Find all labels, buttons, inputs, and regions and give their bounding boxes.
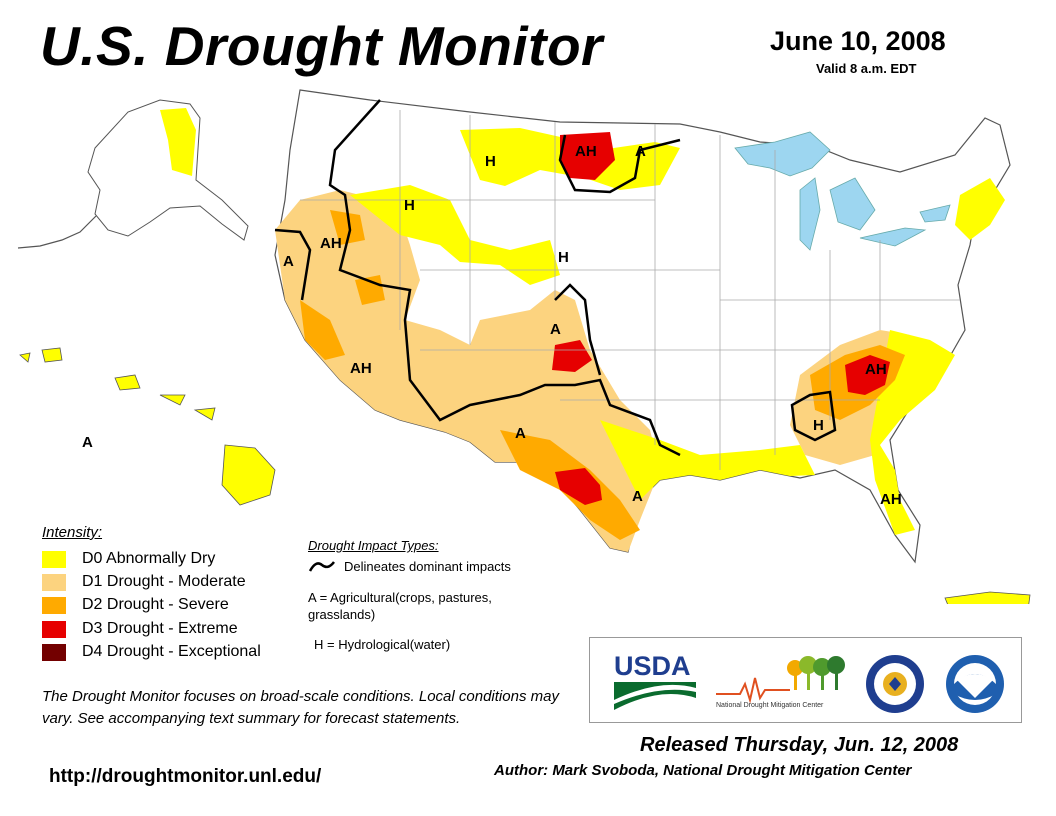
impact-boundaries xyxy=(274,99,837,457)
d0-swatch xyxy=(42,550,66,568)
d3-extreme-texas xyxy=(555,468,602,505)
impact-labels: H AH A H AH A H A AH A AH H A AH A xyxy=(82,143,902,508)
puerto-rico xyxy=(944,591,1031,604)
ndmc-logo: National Drought Mitigation Center xyxy=(716,656,845,709)
map-label: AH xyxy=(320,235,342,252)
author-credit: Author: Mark Svoboda, National Drought M… xyxy=(494,762,912,779)
map-label: A xyxy=(632,488,643,505)
alaska-landmass xyxy=(87,99,249,241)
svg-text:National Drought Mitigation Ce: National Drought Mitigation Center xyxy=(716,702,824,709)
hydrological-impact: H = Hydrological(water) xyxy=(314,637,451,652)
legend-label: D3 Drought - Extreme xyxy=(82,620,238,637)
impact-types-title: Drought Impact Types: xyxy=(308,538,439,553)
map-label: A xyxy=(515,425,526,442)
d3-extreme-kansas xyxy=(552,340,592,372)
drought-map: H AH A H AH A H A AH A AH H A AH A xyxy=(17,89,1031,604)
page-title: U.S. Drought Monitor xyxy=(40,15,603,77)
d2-severe-west xyxy=(300,210,640,540)
d4-swatch xyxy=(42,643,66,661)
boundary-line-icon xyxy=(308,561,335,572)
d1-swatch xyxy=(42,573,66,591)
agency-logos: USDA National Drought Mitigation Center xyxy=(589,637,1022,723)
commerce-seal-icon xyxy=(866,655,924,713)
hawaii-islands xyxy=(19,347,276,506)
d0-northeast xyxy=(955,178,1005,240)
website-link[interactable]: http://droughtmonitor.unl.edu/ xyxy=(49,766,322,787)
map-date: June 10, 2008 xyxy=(770,26,946,56)
agricultural-impact: A = Agricultural(crops, pastures, grassl… xyxy=(308,590,492,622)
map-label: AH xyxy=(350,360,372,377)
d0-intermountain xyxy=(350,185,560,285)
d0-gulf-coast xyxy=(600,420,815,500)
release-date: Released Thursday, Jun. 12, 2008 xyxy=(640,734,959,756)
legend-label: D1 Drought - Moderate xyxy=(82,573,246,590)
logo-strip: USDA National Drought Mitigation Center xyxy=(614,651,1004,713)
legend-item: D4 Drought - Exceptional xyxy=(42,642,261,662)
legend-label: D2 Drought - Severe xyxy=(82,596,229,613)
aleutian-islands xyxy=(17,215,97,249)
map-label: H xyxy=(813,417,824,434)
great-lakes xyxy=(734,131,951,251)
map-label: H xyxy=(485,153,496,170)
map-label: A xyxy=(82,434,93,451)
legend-title: Intensity: xyxy=(42,524,103,541)
usda-logo: USDA xyxy=(614,651,696,710)
alaska-d0-area xyxy=(160,108,196,176)
map-label: A xyxy=(283,253,294,270)
d3-extreme-montana xyxy=(560,132,615,180)
legend-item: D0 Abnormally Dry xyxy=(42,549,215,569)
legend-item: D1 Drought - Moderate xyxy=(42,572,246,592)
d3-swatch xyxy=(42,620,66,638)
d3-extreme-carolinas xyxy=(845,355,890,395)
impact-line-legend: Delineates dominant impacts xyxy=(308,558,511,574)
legend-item: D3 Drought - Extreme xyxy=(42,619,238,639)
legend-label: D4 Drought - Exceptional xyxy=(82,643,261,660)
svg-text:USDA: USDA xyxy=(614,651,691,681)
map-label: H xyxy=(558,249,569,266)
noaa-logo-icon xyxy=(946,655,1004,713)
legend-item: D2 Drought - Severe xyxy=(42,595,229,615)
map-label: AH xyxy=(865,361,887,378)
impact-line-label: Delineates dominant impacts xyxy=(344,558,511,574)
map-label: A xyxy=(550,321,561,338)
legend-label: D0 Abnormally Dry xyxy=(82,550,216,567)
state-boundaries xyxy=(300,110,960,470)
valid-time: Valid 8 a.m. EDT xyxy=(816,61,917,76)
map-label: A xyxy=(635,143,646,160)
disclaimer-text: The Drought Monitor focuses on broad-sca… xyxy=(42,688,559,727)
map-label: H xyxy=(404,197,415,214)
map-label: AH xyxy=(880,491,902,508)
map-label: AH xyxy=(575,143,597,160)
d2-swatch xyxy=(42,596,66,614)
